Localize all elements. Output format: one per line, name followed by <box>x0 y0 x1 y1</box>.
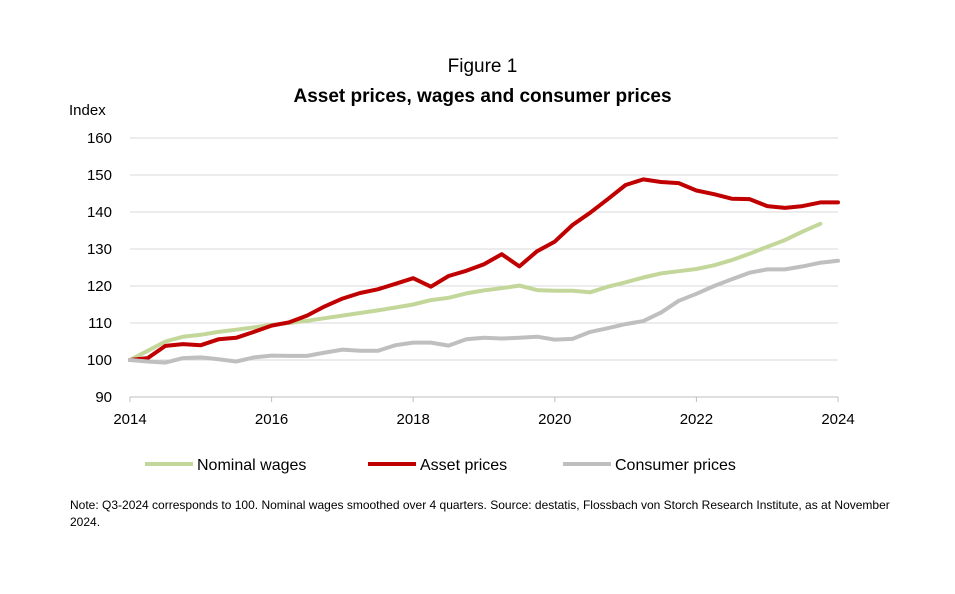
series-line-nominal-wages <box>128 221 823 362</box>
series-lines <box>128 177 840 365</box>
y-tick-label: 100 <box>87 352 112 369</box>
x-tick-label: 2020 <box>538 411 571 428</box>
y-tick-label: 110 <box>88 315 112 332</box>
y-tick-label: 130 <box>87 241 112 258</box>
x-tick-label: 2024 <box>821 411 854 428</box>
y-tick-label: 90 <box>95 389 112 406</box>
y-tick-label: 120 <box>87 278 112 295</box>
y-axis-label: Index <box>69 102 106 119</box>
legend-label: Nominal wages <box>197 457 306 474</box>
gridlines <box>130 137 838 398</box>
x-tick-label: 2022 <box>680 411 713 428</box>
legend-label: Consumer prices <box>615 457 736 474</box>
y-tick-label: 150 <box>87 167 112 184</box>
chart-title: Asset prices, wages and consumer prices <box>293 86 672 107</box>
x-tick-label: 2018 <box>397 411 430 428</box>
y-tick-label: 160 <box>87 130 112 147</box>
legend-label: Asset prices <box>420 457 507 474</box>
figure-label: Figure 1 <box>447 56 518 77</box>
chart-note: Note: Q3-2024 corresponds to 100. Nomina… <box>70 498 890 529</box>
y-tick-label: 140 <box>87 204 112 221</box>
legend: Nominal wages Asset prices Consumer prices <box>145 457 736 474</box>
series-line-consumer-prices <box>128 258 840 365</box>
y-axis-ticks: 90 100 110 120 130 140 150 160 <box>87 130 112 406</box>
x-tick-label: 2016 <box>255 411 288 428</box>
x-axis-ticks: 2014 2016 2018 2020 2022 2024 <box>113 397 855 428</box>
x-tick-label: 2014 <box>113 411 146 428</box>
series-line-asset-prices <box>128 177 840 362</box>
